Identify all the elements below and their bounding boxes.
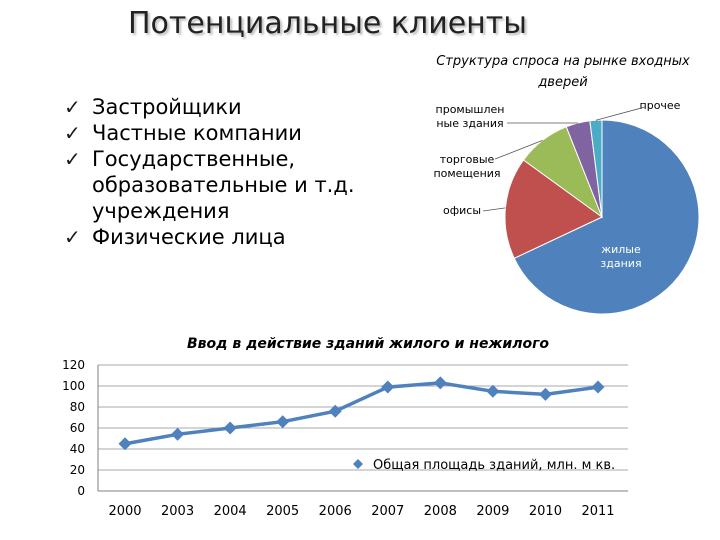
pie-leader-line (494, 140, 543, 160)
y-tick-label: 80 (70, 400, 85, 414)
y-tick-label: 40 (70, 442, 85, 456)
data-point (328, 404, 342, 418)
pie-label: торговые (440, 153, 495, 166)
line-chart-title: Ввод в действие зданий жилого и нежилого (187, 336, 549, 352)
x-tick-label: 2008 (424, 504, 457, 519)
pie-leader-line (482, 207, 506, 212)
x-tick-label: 2007 (371, 504, 404, 519)
data-point (276, 415, 290, 429)
pie-label: ные здания (436, 117, 503, 130)
y-tick-label: 60 (70, 421, 85, 435)
client-list: ✓ Застройщики ✓ Частные компании ✓ Государств… (62, 94, 392, 250)
bullet-item: ✓ Частные компании (62, 120, 392, 146)
x-tick-label: 2009 (476, 504, 509, 519)
pie-chart: Структура спроса на рынке входных дверей ж… (433, 54, 700, 315)
x-tick-label: 2005 (266, 504, 299, 519)
y-tick-label: 120 (62, 358, 85, 372)
data-point (591, 380, 605, 394)
pie-title: дверей (537, 75, 587, 90)
data-point (223, 421, 237, 435)
x-tick-label: 2006 (319, 504, 352, 519)
pie-slice (513, 119, 700, 315)
pie-leader-line (595, 106, 646, 121)
pie-title: Структура спроса на рынке входных (436, 54, 690, 69)
y-tick-label: 20 (70, 463, 85, 477)
checkmark-icon: ✓ (64, 225, 81, 249)
pie-label: помещения (433, 167, 500, 180)
x-tick-label: 2000 (108, 504, 141, 519)
bullet-text: Застройщики (92, 95, 242, 119)
bullet-text: Государственные, (92, 147, 296, 171)
data-point (118, 437, 132, 451)
y-tick-label: 100 (62, 379, 85, 393)
series-line (124, 381, 599, 446)
x-tick-label: 2010 (529, 504, 562, 519)
data-point (486, 384, 500, 398)
bullet-item: ✓ Физические лица (62, 224, 392, 250)
x-tick-label: 2003 (161, 504, 194, 519)
bullet-item: ✓ Застройщики (62, 94, 392, 120)
data-point (171, 427, 185, 441)
bullet-text: образовательные и т.д. (92, 173, 355, 197)
bullet-text: Физические лица (92, 225, 286, 249)
pie-label: здания (600, 257, 641, 270)
x-tick-label: 2004 (214, 504, 247, 519)
y-tick-label: 0 (77, 484, 85, 498)
legend-marker (353, 459, 363, 469)
slide-title: Потенциальные клиенты (128, 6, 527, 41)
pie-slice (504, 159, 603, 259)
pie-label: прочее (640, 99, 681, 112)
pie-label: жилые (601, 243, 641, 256)
checkmark-icon: ✓ (64, 121, 81, 145)
bullet-text: Частные компании (92, 121, 302, 145)
line-chart: Ввод в действие зданий жилого и нежилого… (62, 336, 628, 519)
checkmark-icon: ✓ (64, 147, 81, 171)
data-point (381, 380, 395, 394)
legend-label: Общая площадь зданий, млн. м кв. (373, 458, 615, 473)
data-point (538, 387, 552, 401)
bullet-item: ✓ Государственные, образовательные и т.д. у… (62, 146, 392, 224)
data-point (433, 376, 447, 390)
bullet-text: учреждения (92, 199, 230, 223)
x-tick-label: 2011 (581, 504, 614, 519)
pie-label: офисы (443, 204, 481, 217)
pie-label: промышлен (436, 103, 505, 116)
checkmark-icon: ✓ (64, 95, 81, 119)
